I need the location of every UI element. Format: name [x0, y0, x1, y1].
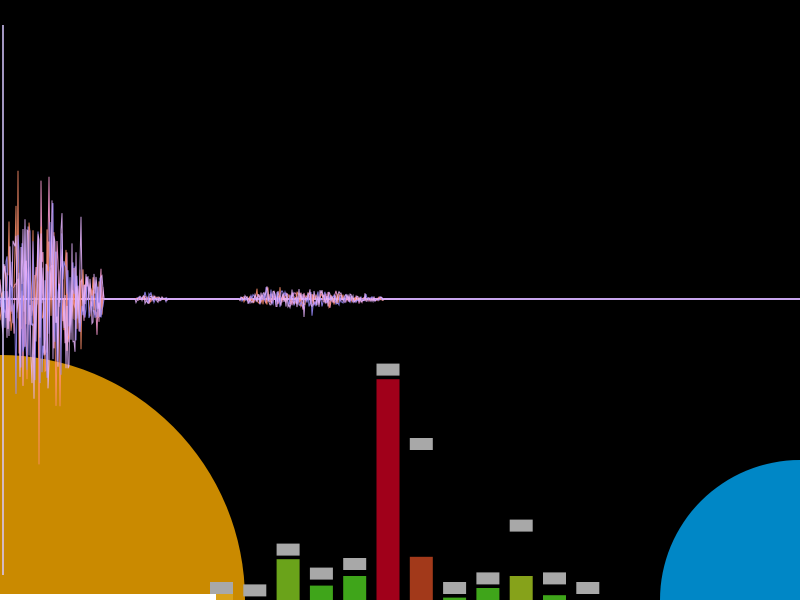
spectrum-bar — [476, 588, 500, 600]
spectrum-bar — [376, 379, 400, 600]
spectrum-peak-cap — [309, 567, 333, 580]
spectrum-bar — [509, 576, 533, 600]
spectrum-peak-cap — [276, 543, 300, 556]
spectrum-bar — [210, 590, 233, 600]
progress-layer — [0, 594, 216, 600]
spectrum-peak-cap — [409, 438, 433, 450]
spectrum-peak-cap — [210, 582, 233, 594]
right-blue-orb — [660, 460, 800, 600]
spectrum-bar — [443, 597, 467, 600]
spectrum-bar — [543, 595, 566, 600]
playback-progress-bar — [0, 594, 216, 600]
spectrum-peak-cap — [343, 558, 367, 570]
spectrum-bar — [343, 576, 367, 600]
left-amber-orb — [0, 355, 245, 600]
waveform-layer — [0, 25, 800, 575]
spectrum-bar — [409, 556, 433, 600]
spectrum-peak-cap — [376, 363, 400, 376]
spectrum-bar — [276, 559, 300, 600]
spectrum-peak-cap — [443, 582, 467, 594]
orb-layer — [0, 355, 800, 600]
spectrum-peak-cap — [543, 572, 566, 585]
spectrum-peak-cap — [509, 519, 533, 532]
spectrum-peak-cap — [576, 582, 600, 594]
spectrum-peak-cap — [243, 584, 267, 597]
spectrum-peak-cap — [476, 572, 500, 585]
spectrum-bar — [309, 585, 333, 600]
spectrum-layer — [210, 363, 600, 600]
waveform-trace-4 — [0, 200, 400, 399]
